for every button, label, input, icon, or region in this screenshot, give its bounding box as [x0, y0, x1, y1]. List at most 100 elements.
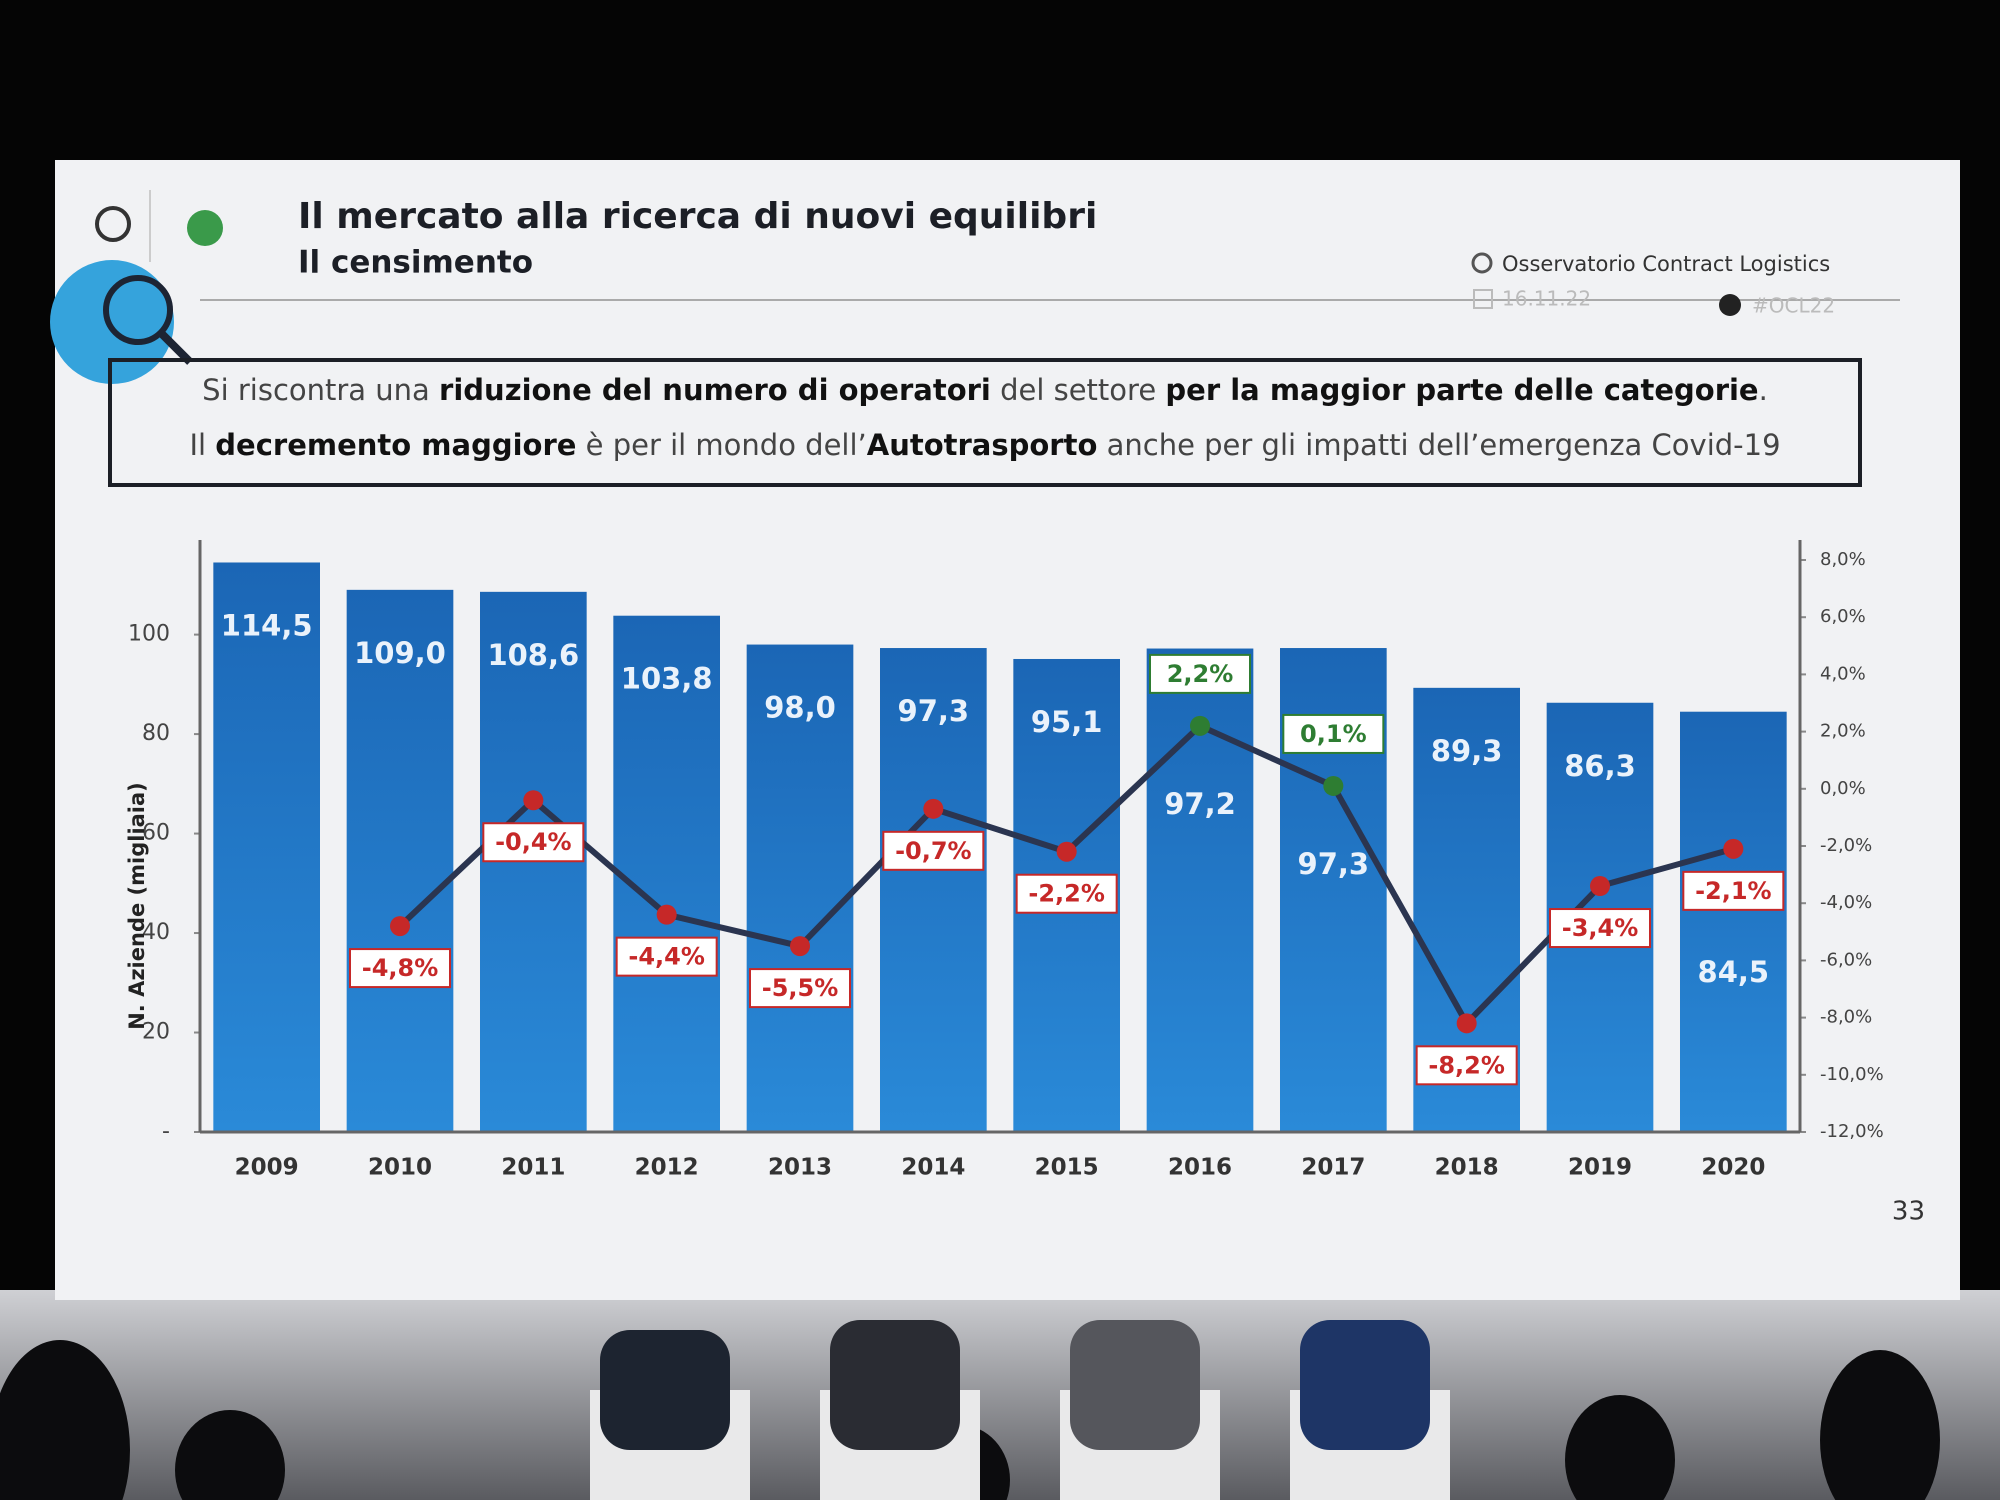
y-tick-label: 100	[128, 622, 170, 647]
value-label-box	[349, 948, 451, 989]
x-tick-label: 2009	[235, 1155, 299, 1181]
y-tick-label: -	[162, 1119, 170, 1144]
callout-line: Si riscontra una riduzione del numero di…	[202, 373, 1768, 407]
y-tick-label: 80	[142, 721, 170, 746]
bar	[613, 615, 720, 1132]
magnifier-icon-bg	[50, 260, 174, 384]
line-point	[1056, 841, 1077, 862]
line-value-label: -8,2%	[1428, 1051, 1505, 1079]
x-tick-label: 2017	[1301, 1155, 1365, 1181]
x-tick-label: 2020	[1701, 1155, 1765, 1181]
y2-tick-label: -6,0%	[1820, 949, 1872, 970]
bar-value-label: 86,3	[1564, 749, 1636, 783]
callout-run: del settore	[991, 373, 1166, 407]
y2-tick-label: -10,0%	[1820, 1064, 1884, 1085]
bar	[1680, 711, 1787, 1132]
callout-run: riduzione del numero di operatori	[439, 373, 991, 407]
line-value-label: 0,1%	[1300, 720, 1367, 748]
y2-tick-label: -4,0%	[1820, 892, 1872, 913]
bar	[746, 644, 854, 1132]
y2-tick-label: 4,0%	[1820, 663, 1866, 684]
search-icon	[95, 206, 131, 242]
callout-run: è per il mondo dell’	[576, 428, 866, 462]
bar-value-label: 108,6	[487, 638, 579, 672]
twitter-icon	[1719, 294, 1741, 316]
y-tick-label: 60	[142, 821, 170, 846]
audience-head	[0, 1340, 130, 1500]
slide	[55, 160, 1960, 1300]
source-icon	[1471, 252, 1493, 274]
line-value-label: -2,1%	[1695, 877, 1772, 905]
x-tick-label: 2010	[368, 1155, 432, 1181]
x-tick-label: 2019	[1568, 1155, 1632, 1181]
y2-tick-label: -8,0%	[1820, 1007, 1872, 1028]
x-tick-label: 2014	[901, 1155, 965, 1181]
bar-value-label: 97,3	[898, 694, 970, 728]
callout-run: decremento maggiore	[215, 428, 576, 462]
x-tick-label: 2015	[1035, 1155, 1099, 1181]
bar	[880, 648, 987, 1132]
line-value-label: -3,4%	[1562, 914, 1639, 942]
y-tick-label: 40	[142, 920, 170, 945]
bar-value-label: 98,0	[764, 691, 836, 725]
callout-box	[108, 358, 1862, 487]
line-value-label: -0,4%	[495, 828, 572, 856]
slide-title: Il mercato alla ricerca di nuovi equilib…	[298, 196, 1097, 237]
line-point	[1323, 775, 1344, 796]
callout-run: Si riscontra una	[202, 373, 439, 407]
line-point	[1723, 838, 1744, 859]
bar	[213, 562, 320, 1132]
line-value-label: -4,4%	[628, 943, 705, 971]
value-label-box	[482, 822, 585, 863]
value-label-box	[1682, 870, 1785, 911]
y2-tick-label: 0,0%	[1820, 778, 1866, 799]
audience-head	[1820, 1350, 1940, 1500]
panelist	[830, 1320, 960, 1450]
callout-run: .	[1759, 373, 1768, 407]
y-tick-label: 20	[142, 1020, 170, 1045]
panelist	[1070, 1320, 1200, 1450]
line-value-label: -0,7%	[895, 837, 972, 865]
line-value-label: -5,5%	[762, 974, 839, 1002]
value-label-box	[1549, 908, 1651, 949]
x-tick-label: 2018	[1435, 1155, 1499, 1181]
callout-run: Il	[189, 428, 215, 462]
y2-tick-label: 6,0%	[1820, 606, 1866, 627]
bar-value-label: 84,5	[1698, 955, 1770, 989]
value-label-box	[1415, 1045, 1518, 1086]
bar-value-label: 95,1	[1031, 705, 1103, 739]
panelist	[600, 1330, 730, 1450]
line-value-label: -4,8%	[362, 954, 439, 982]
callout-run: per la maggior parte delle categorie	[1165, 373, 1758, 407]
line-value-label: 2,2%	[1167, 660, 1234, 688]
x-tick-label: 2011	[501, 1155, 565, 1181]
callout-line: Il decremento maggiore è per il mondo de…	[189, 428, 1780, 462]
audience-head	[175, 1410, 285, 1500]
y2-tick-label: -2,0%	[1820, 835, 1872, 856]
callout-run: anche per gli impatti dell’emergenza Cov…	[1097, 428, 1780, 462]
value-label-box	[1149, 653, 1251, 694]
chart: - 20 40 60 80 100 -12,0% -10,0% -8,0% -6,0% -4,0% -…	[125, 540, 1884, 1181]
bar-value-label: 103,8	[621, 662, 713, 696]
x-tick-label: 2012	[635, 1155, 699, 1181]
bar-value-label: 114,5	[221, 608, 313, 642]
panelist	[1300, 1320, 1430, 1450]
hashtag: #OCL22	[1752, 294, 1835, 318]
line-point	[1190, 715, 1210, 736]
line-point	[923, 798, 944, 819]
x-tick-label: 2013	[768, 1155, 832, 1181]
bar	[346, 589, 454, 1132]
source: Osservatorio Contract Logistics	[1502, 252, 1830, 276]
audience-head	[1565, 1395, 1675, 1500]
slide-subtitle: Il censimento	[298, 245, 533, 281]
line-point	[1590, 876, 1610, 897]
date: 16.11.22	[1502, 287, 1591, 311]
bar-value-label: 109,0	[354, 636, 446, 670]
line-value-label: -2,2%	[1028, 880, 1105, 908]
y2-tick-label: 2,0%	[1820, 721, 1866, 742]
bar-value-label: 97,2	[1164, 787, 1236, 821]
value-label-box	[615, 936, 718, 977]
line-point	[790, 936, 810, 957]
